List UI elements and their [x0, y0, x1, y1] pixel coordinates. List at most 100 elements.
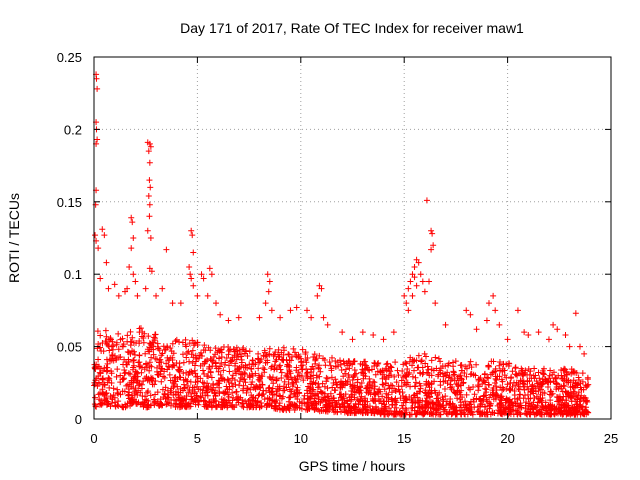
data-point [232, 368, 239, 375]
data-point [330, 394, 337, 401]
data-point [412, 383, 419, 390]
data-point [311, 406, 318, 413]
data-point [285, 351, 292, 358]
data-point [181, 384, 188, 391]
data-point [572, 398, 579, 405]
data-point [115, 346, 122, 353]
data-point [340, 358, 347, 365]
data-point [424, 363, 431, 370]
data-point [117, 372, 124, 379]
data-point [475, 383, 482, 390]
data-point [281, 347, 288, 354]
data-point [457, 362, 464, 369]
data-point [460, 379, 467, 386]
data-point [161, 374, 168, 381]
data-point [229, 397, 236, 404]
data-point [381, 403, 388, 410]
data-point [486, 394, 493, 401]
data-point [94, 136, 101, 143]
data-point [375, 407, 382, 414]
data-point [261, 396, 268, 403]
data-point [437, 358, 444, 365]
data-point [311, 351, 318, 358]
data-point [101, 396, 108, 403]
data-point [306, 380, 313, 387]
data-point [243, 389, 250, 396]
data-point [444, 380, 451, 387]
data-point [226, 368, 233, 375]
data-point [301, 392, 308, 399]
data-point [384, 360, 391, 367]
data-point [445, 360, 452, 367]
data-point [186, 369, 193, 376]
data-point [184, 382, 191, 389]
data-point [400, 361, 407, 368]
data-point [390, 329, 397, 336]
data-point [520, 395, 527, 402]
data-point [150, 396, 157, 403]
data-point [119, 343, 126, 350]
data-point [138, 364, 145, 371]
data-point [303, 372, 310, 379]
data-point [361, 358, 368, 365]
data-point [193, 393, 200, 400]
data-point [421, 288, 428, 295]
data-point [129, 399, 136, 406]
data-point [443, 398, 450, 405]
data-point [366, 379, 373, 386]
x-tick-label: 0 [90, 431, 97, 446]
data-point [471, 391, 478, 398]
data-point [188, 275, 195, 282]
data-point [285, 381, 292, 388]
data-point [328, 374, 335, 381]
data-point [156, 359, 163, 366]
data-point [546, 372, 553, 379]
data-point [122, 369, 129, 376]
data-point [543, 410, 550, 417]
data-point [193, 355, 200, 362]
data-point [121, 375, 128, 382]
data-point [95, 391, 102, 398]
data-point [311, 406, 318, 413]
data-point [169, 340, 176, 347]
data-point [430, 242, 437, 249]
data-point [530, 385, 537, 392]
data-point [443, 372, 450, 379]
data-point [236, 378, 243, 385]
data-point [323, 374, 330, 381]
data-point [313, 401, 320, 408]
data-point [130, 375, 137, 382]
data-point [525, 332, 532, 339]
data-point [95, 380, 102, 387]
data-point [492, 307, 499, 314]
data-point [125, 370, 132, 377]
data-point [172, 388, 179, 395]
data-point [92, 232, 99, 239]
data-point [189, 232, 196, 239]
data-point [284, 361, 291, 368]
data-point [504, 381, 511, 388]
data-point [556, 393, 563, 400]
data-point [496, 359, 503, 366]
data-point [272, 358, 279, 365]
data-point [216, 355, 223, 362]
data-point [199, 387, 206, 394]
data-point [209, 403, 216, 410]
data-point [402, 373, 409, 380]
data-point [142, 350, 149, 357]
data-point [97, 344, 104, 351]
data-point [124, 285, 131, 292]
data-point [526, 400, 533, 407]
data-point [113, 373, 120, 380]
axis-ticks: 0 5 10 15 20 25 0 0.05 0.1 0.15 0.2 0.25 [57, 50, 619, 446]
data-point [521, 370, 528, 377]
data-point [410, 358, 417, 365]
data-point [293, 304, 300, 311]
data-point [146, 213, 153, 220]
data-point [262, 300, 269, 307]
data-point [304, 307, 311, 314]
data-point [190, 354, 197, 361]
data-point [252, 370, 259, 377]
data-point [503, 385, 510, 392]
data-point [276, 400, 283, 407]
